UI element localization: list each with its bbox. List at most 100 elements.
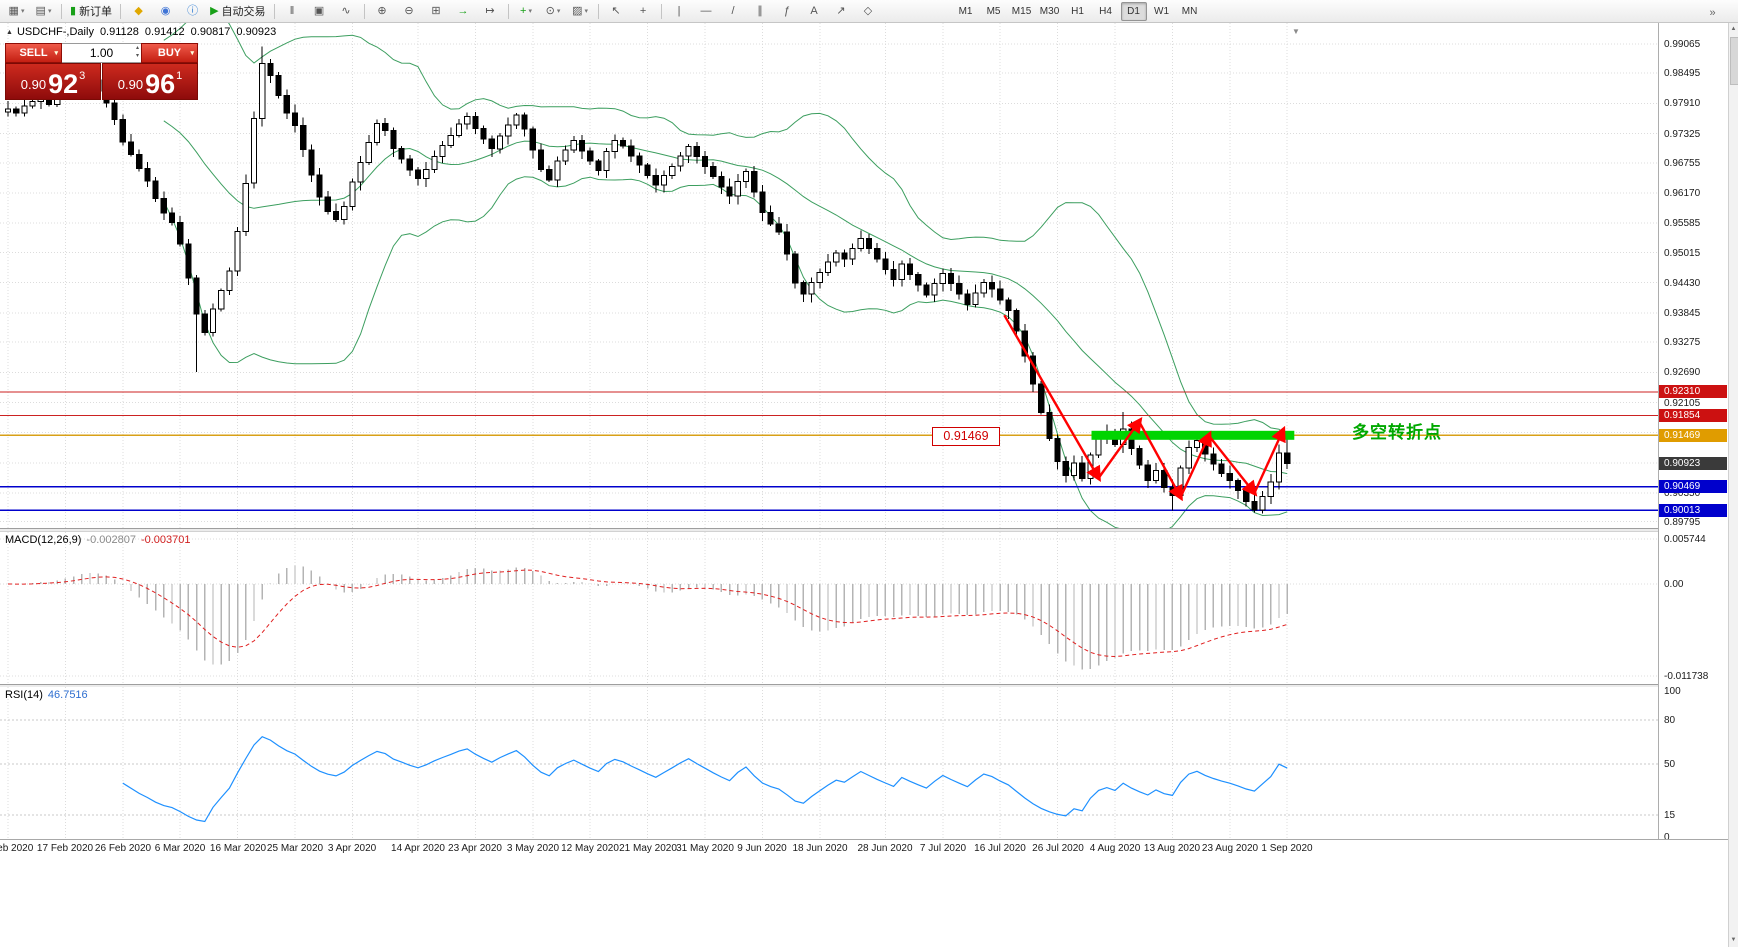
crosshair-button[interactable]: + (631, 1, 656, 22)
timeframe-m15[interactable]: M15 (1011, 5, 1032, 17)
macd-axis-label: -0.011738 (1664, 671, 1709, 682)
auto-scroll-button[interactable]: → (451, 1, 476, 22)
sell-button[interactable]: SELL ▾ (5, 43, 62, 63)
vertical-scrollbar[interactable]: ▲ ▼ (1728, 23, 1738, 947)
line-chart-mode-icon: ∿ (341, 4, 351, 17)
volume-input[interactable]: 1.00 ▴ ▾ (62, 43, 141, 63)
scrollbar-down-button[interactable]: ▼ (1730, 937, 1737, 943)
candlestick-mode-button[interactable]: ▣ (307, 1, 332, 22)
price-axis[interactable]: 0.99065 0.98495 0.97910 0.97325 0.96755 0.961… (1658, 23, 1729, 843)
rsi-axis-label: 15 (1664, 810, 1676, 821)
new-order-button[interactable]: ▮ 新订单 (67, 1, 115, 22)
volume-value: 1.00 (89, 46, 114, 60)
timeframe-h4[interactable]: H4 (1099, 5, 1112, 17)
price-axis-label: 0.92690 (1664, 367, 1701, 378)
timeframe-w1[interactable]: W1 (1154, 5, 1170, 17)
toolbar-separator (597, 3, 599, 19)
dropdown-caret-icon[interactable]: ▾ (20, 8, 25, 15)
timeframe-d1[interactable]: D1 (1120, 1, 1147, 21)
text-button[interactable]: A (802, 1, 827, 22)
sell-price-button[interactable]: 0.90 92 3 (5, 63, 101, 100)
cursor-icon: ↖ (611, 4, 621, 17)
timeframe-m30[interactable]: M30 (1039, 5, 1060, 17)
time-axis-label: 26 Jul 2020 (1032, 843, 1084, 854)
sell-dropdown-icon[interactable]: ▾ (54, 50, 58, 57)
chart-shift-button[interactable]: ↦ (478, 1, 503, 22)
volume-down-button[interactable]: ▾ (135, 53, 139, 59)
zoom-out-button[interactable]: ⊖ (397, 1, 422, 22)
panel-separator[interactable] (0, 528, 1729, 532)
main-chart-panel[interactable]: ▲ USDCHF-,Daily 0.91128 0.91412 0.90817 0.909… (0, 23, 1658, 528)
macd-signal-value: -0.003701 (140, 534, 191, 546)
annotation-text[interactable]: 多空转折点 (1352, 423, 1442, 442)
autotrading-button[interactable]: ▶ 自动交易 (207, 1, 268, 22)
time-axis-label: 13 Aug 2020 (1143, 843, 1201, 854)
horizontal-line-button[interactable]: — (694, 1, 719, 22)
time-axis-label: 6 Mar 2020 (154, 843, 206, 854)
shapes-button[interactable]: ◇ (856, 1, 881, 22)
toolbar-overflow-button[interactable]: » (1709, 6, 1716, 19)
toolbar-separator (507, 3, 509, 19)
arrows-button[interactable]: ↗ (829, 1, 854, 22)
macd-panel[interactable]: MACD(12,26,9) -0.002807 -0.003701 (0, 532, 1658, 684)
periods-button[interactable]: ⊙ ▾ (541, 1, 566, 22)
options-button[interactable]: ◉ (153, 1, 178, 22)
profiles-button[interactable]: ▤ ▾ (31, 1, 56, 22)
horizontal-line-icon: — (700, 4, 712, 17)
dropdown-caret-icon[interactable]: ▾ (584, 8, 588, 15)
time-axis-label: 25 Mar 2020 (266, 843, 324, 854)
timeframe-m1[interactable]: M1 (958, 5, 973, 17)
channel-button[interactable]: ∥ (748, 1, 773, 22)
metaeditor-button[interactable]: ◆ (126, 1, 151, 22)
dropdown-caret-icon[interactable]: ▾ (556, 8, 561, 15)
metaeditor-icon: ◆ (134, 4, 143, 17)
buy-price-button[interactable]: 0.90 96 1 (102, 63, 198, 100)
dropdown-caret-icon[interactable]: ▾ (528, 8, 532, 15)
time-axis-label: 3 Apr 2020 (327, 843, 377, 854)
fibonacci-button[interactable]: ƒ (775, 1, 800, 22)
support-highlight-zone[interactable] (1091, 430, 1295, 440)
time-axis-label: 9 Jun 2020 (737, 843, 787, 854)
trend-arrows[interactable] (1003, 314, 1286, 502)
scrollbar-up-button[interactable]: ▲ (1730, 26, 1737, 32)
help-button[interactable]: ⓘ (180, 1, 205, 22)
price-axis-label: 0.96755 (1664, 158, 1701, 169)
price-level-label[interactable]: 0.91469 (932, 427, 1000, 446)
chart-shift-icon: ↦ (485, 4, 495, 17)
chart-shift-marker[interactable]: ▼ (1292, 27, 1300, 36)
zoom-in-button[interactable]: ⊕ (370, 1, 395, 22)
macd-canvas[interactable] (0, 532, 1658, 684)
new-order-icon: ▮ (70, 4, 77, 17)
time-axis-label: 17 Feb 2020 (36, 843, 94, 854)
vertical-line-button[interactable]: | (667, 1, 692, 22)
main-toolbar: ▦ ▾ ▤ ▾ ▮ 新订单 ◆ ◉ ⓘ ▶ 自动交易 ‖ ▣ ∿ ⊕ ⊖ ⊞ → ↦ + ▾ ⊙ ▾ ▨ ▾ ↖ + | — / ∥ ƒ A ↗ ◇… (0, 0, 1738, 23)
rsi-canvas[interactable] (0, 687, 1658, 839)
dropdown-caret-icon[interactable]: ▾ (47, 8, 52, 15)
price-axis-label: 0.93275 (1664, 337, 1701, 348)
chart-low-value: 0.90817 (190, 26, 231, 38)
new-chart-button[interactable]: ▦ ▾ (4, 1, 29, 22)
toolbar-items: ▦ ▾ ▤ ▾ ▮ 新订单 ◆ ◉ ⓘ ▶ 自动交易 ‖ ▣ ∿ ⊕ ⊖ ⊞ → ↦ + ▾ ⊙ ▾ ▨ ▾ ↖ + | — / ∥ ƒ A ↗ ◇ (3, 1, 882, 22)
line-chart-mode-button[interactable]: ∿ (334, 1, 359, 22)
trendline-button[interactable]: / (721, 1, 746, 22)
buy-dropdown-icon[interactable]: ▾ (190, 50, 194, 57)
tile-windows-button[interactable]: ⊞ (424, 1, 449, 22)
price-chart-canvas[interactable] (0, 23, 1658, 528)
bar-chart-mode-button[interactable]: ‖ (280, 1, 305, 22)
timeframe-h1[interactable]: H1 (1071, 5, 1084, 17)
cursor-button[interactable]: ↖ (604, 1, 629, 22)
indicators-button[interactable]: + ▾ (514, 1, 539, 22)
rsi-panel[interactable]: RSI(14) 46.7516 (0, 687, 1658, 839)
templates-button[interactable]: ▨ ▾ (568, 1, 593, 22)
volume-up-button[interactable]: ▴ (135, 45, 139, 51)
time-axis-label: 16 Mar 2020 (209, 843, 267, 854)
scrollbar-thumb[interactable] (1730, 37, 1738, 85)
macd-label: MACD(12,26,9) -0.002807 -0.003701 (5, 534, 191, 546)
price-axis-label: 0.99065 (1664, 39, 1701, 50)
timeframe-mn[interactable]: MN (1181, 5, 1198, 17)
timeframe-m5[interactable]: M5 (986, 5, 1001, 17)
one-click-trading-panel: SELL ▾ 1.00 ▴ ▾ BUY ▾ 0.90 92 3 0.90 96 1 (5, 43, 198, 100)
time-axis-label: 18 Jun 2020 (792, 843, 848, 854)
buy-button[interactable]: BUY ▾ (141, 43, 198, 63)
